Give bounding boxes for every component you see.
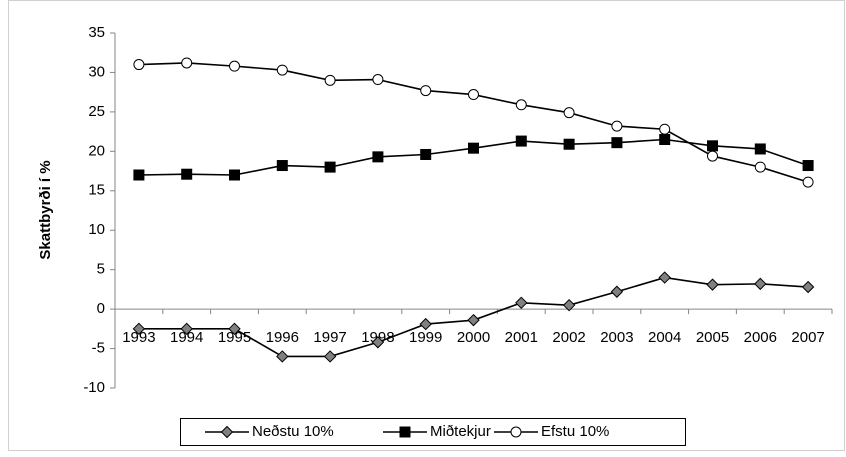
x-tick-label: 1994 xyxy=(170,329,203,346)
data-point xyxy=(420,148,432,160)
y-tick-label: 15 xyxy=(88,182,105,199)
data-point xyxy=(611,120,623,132)
data-point xyxy=(324,161,336,173)
data-point xyxy=(229,60,240,72)
data-point xyxy=(659,134,671,145)
data-point xyxy=(707,140,718,152)
data-point xyxy=(610,285,624,298)
y-tick-label: 30 xyxy=(88,63,105,80)
x-tick-label: 1997 xyxy=(313,329,346,346)
data-point xyxy=(276,160,288,172)
data-point xyxy=(323,350,337,363)
legend-marker xyxy=(399,426,411,438)
data-point xyxy=(611,137,623,149)
data-point xyxy=(419,317,432,331)
data-point xyxy=(802,160,814,172)
x-tick-label: 1993 xyxy=(122,329,155,346)
data-point xyxy=(515,296,528,310)
data-point xyxy=(181,168,193,180)
y-tick-label: 25 xyxy=(88,103,105,120)
chart-border xyxy=(8,0,845,451)
data-point xyxy=(563,138,575,150)
x-tick-label: 1999 xyxy=(409,329,442,346)
data-point xyxy=(132,322,146,336)
x-tick-label: 1996 xyxy=(266,329,299,346)
x-tick-label: 2002 xyxy=(552,329,585,346)
data-point xyxy=(659,123,671,135)
legend-label: Neðstu 10% xyxy=(252,423,334,440)
x-tick-label: 2003 xyxy=(600,329,633,346)
legend-box xyxy=(180,418,686,446)
legend-marker xyxy=(220,425,234,439)
data-point xyxy=(133,59,145,71)
x-tick-label: 2007 xyxy=(791,329,824,346)
data-point xyxy=(468,142,479,154)
data-point xyxy=(563,107,575,119)
x-tick-label: 2004 xyxy=(648,329,681,346)
y-axis-label: Skattbyrði í % xyxy=(37,160,54,259)
y-tick-label: -10 xyxy=(83,379,105,396)
y-tick-label: 5 xyxy=(97,261,105,278)
y-tick-label: -5 xyxy=(92,340,105,357)
data-point xyxy=(276,350,289,363)
data-point xyxy=(228,322,241,336)
data-point xyxy=(420,85,432,97)
data-point xyxy=(133,169,145,181)
y-tick-label: 35 xyxy=(88,24,105,41)
data-point xyxy=(229,169,240,181)
data-point xyxy=(802,176,814,188)
data-point xyxy=(754,161,766,173)
y-tick-label: 10 xyxy=(88,221,105,238)
data-point xyxy=(372,151,384,163)
y-tick-label: 20 xyxy=(88,142,105,159)
legend-marker xyxy=(510,426,522,438)
data-point xyxy=(706,278,719,291)
x-tick-label: 2001 xyxy=(505,329,538,346)
data-point xyxy=(181,57,193,69)
data-point xyxy=(467,313,480,327)
data-point xyxy=(324,74,336,86)
data-point xyxy=(707,150,718,162)
data-point xyxy=(658,271,671,284)
data-point xyxy=(372,74,384,86)
data-point xyxy=(801,280,815,294)
x-tick-label: 2006 xyxy=(744,329,777,346)
data-point xyxy=(468,89,479,101)
legend-label: Miðtekjur xyxy=(430,423,491,440)
y-tick-label: 0 xyxy=(97,300,105,317)
data-point xyxy=(371,336,385,349)
data-point xyxy=(562,298,576,312)
data-point xyxy=(276,64,288,76)
data-point xyxy=(515,135,527,147)
data-point xyxy=(754,277,767,291)
x-tick-label: 2000 xyxy=(457,329,490,346)
x-tick-label: 2005 xyxy=(696,329,729,346)
data-point xyxy=(180,322,193,336)
legend-label: Efstu 10% xyxy=(541,423,609,440)
data-point xyxy=(515,99,527,111)
data-point xyxy=(754,143,766,155)
